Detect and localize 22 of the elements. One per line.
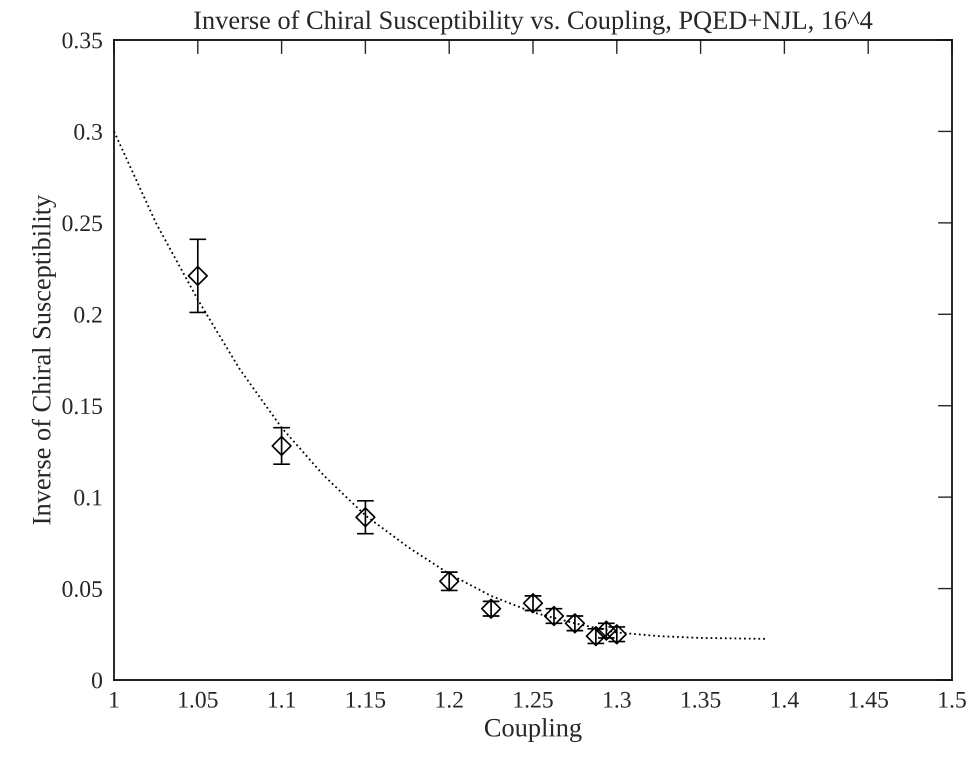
x-tick-label: 1.5 bbox=[939, 692, 966, 708]
y-tick-label: 0.05 bbox=[62, 581, 102, 598]
x-tick-label: 1 bbox=[110, 692, 118, 708]
x-tick-label: 1.4 bbox=[772, 692, 799, 708]
y-tick-label: 0.3 bbox=[74, 124, 102, 140]
y-tick-label: 0.1 bbox=[74, 490, 102, 506]
x-tick-label: 1.3 bbox=[604, 692, 631, 708]
x-tick-label: 1.1 bbox=[268, 692, 295, 708]
y-axis-title: Inverse of Chiral Susceptibility bbox=[32, 194, 56, 524]
x-tick-label: 1.05 bbox=[179, 692, 218, 708]
x-tick-label: 1.45 bbox=[850, 692, 888, 708]
y-tick-label: 0.2 bbox=[74, 306, 102, 323]
y-tick-label: 0.35 bbox=[62, 32, 102, 49]
x-tick-label: 1.2 bbox=[436, 692, 463, 708]
y-tick-label: 0.15 bbox=[62, 398, 102, 414]
x-tick-label: 1.25 bbox=[514, 692, 553, 708]
y-tick-label: 0.25 bbox=[62, 215, 102, 232]
x-tick-label: 1.15 bbox=[346, 692, 386, 708]
y-tick-label: 0 bbox=[92, 672, 102, 688]
chart-title: Inverse of Chiral Susceptibility vs. Coupling, PQED+NJL, 16^4 bbox=[194, 10, 872, 35]
x-axis-title: Coupling bbox=[484, 718, 582, 742]
x-tick-label: 1.35 bbox=[682, 692, 720, 708]
